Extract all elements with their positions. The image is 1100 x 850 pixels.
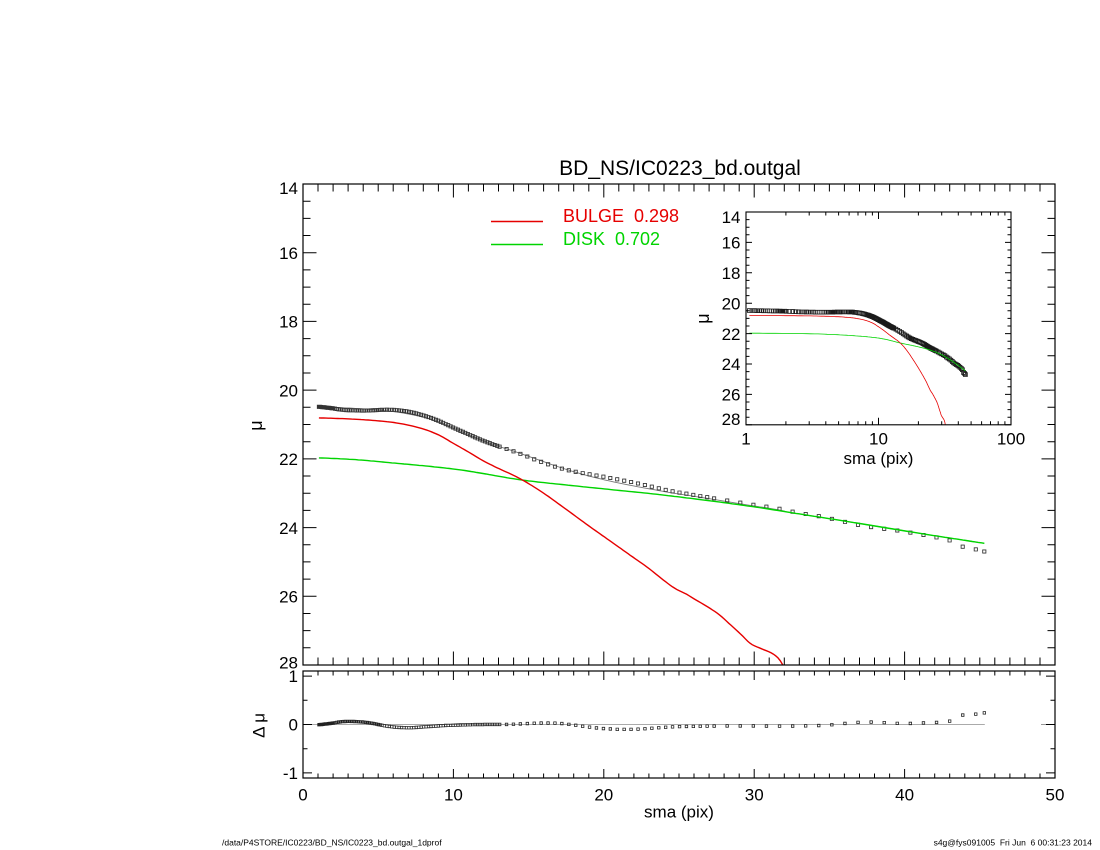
svg-text:sma (pix): sma (pix) — [644, 803, 714, 822]
svg-text:30: 30 — [745, 786, 764, 805]
svg-text:14: 14 — [722, 208, 741, 227]
svg-text:22: 22 — [722, 325, 741, 344]
svg-text:26: 26 — [722, 386, 741, 405]
svg-text:16: 16 — [279, 244, 298, 263]
svg-text:50: 50 — [1046, 786, 1065, 805]
svg-text:-1: -1 — [283, 764, 298, 783]
svg-text:26: 26 — [279, 587, 298, 606]
svg-text:sma (pix): sma (pix) — [844, 449, 914, 468]
svg-text:20: 20 — [594, 786, 613, 805]
svg-text:20: 20 — [722, 294, 741, 313]
svg-text:22: 22 — [279, 450, 298, 469]
svg-text:Δ μ: Δ μ — [250, 713, 269, 738]
svg-text:18: 18 — [722, 264, 741, 283]
svg-text:24: 24 — [279, 519, 298, 538]
svg-text:28: 28 — [722, 410, 741, 429]
svg-text:s4g@fys091005 Fri Jun 6 00:3: s4g@fys091005 Fri Jun 6 00:31:23 2014 — [934, 838, 1093, 848]
svg-text:40: 40 — [895, 786, 914, 805]
svg-text:18: 18 — [279, 313, 298, 332]
svg-text:/data/P4STORE/IC0223/BD_NS/IC0: /data/P4STORE/IC0223/BD_NS/IC0223_bd.out… — [222, 838, 442, 848]
svg-text:BULGE 0.298: BULGE 0.298 — [563, 206, 679, 226]
svg-text:28: 28 — [279, 653, 298, 672]
svg-text:0: 0 — [298, 786, 307, 805]
svg-text:20: 20 — [279, 381, 298, 400]
svg-text:BD_NS/IC0223_bd.outgal: BD_NS/IC0223_bd.outgal — [559, 157, 801, 180]
svg-text:14: 14 — [279, 179, 298, 198]
svg-text:10: 10 — [869, 430, 888, 449]
svg-text:24: 24 — [722, 355, 741, 374]
svg-text:1: 1 — [741, 430, 750, 449]
svg-text:DISK 0.702: DISK 0.702 — [563, 229, 660, 249]
svg-text:10: 10 — [444, 786, 463, 805]
svg-text:μ: μ — [246, 420, 266, 430]
svg-text:1: 1 — [289, 667, 298, 686]
svg-text:0: 0 — [289, 716, 298, 735]
svg-text:100: 100 — [997, 430, 1025, 449]
svg-text:μ: μ — [693, 313, 713, 323]
svg-text:16: 16 — [722, 234, 741, 253]
